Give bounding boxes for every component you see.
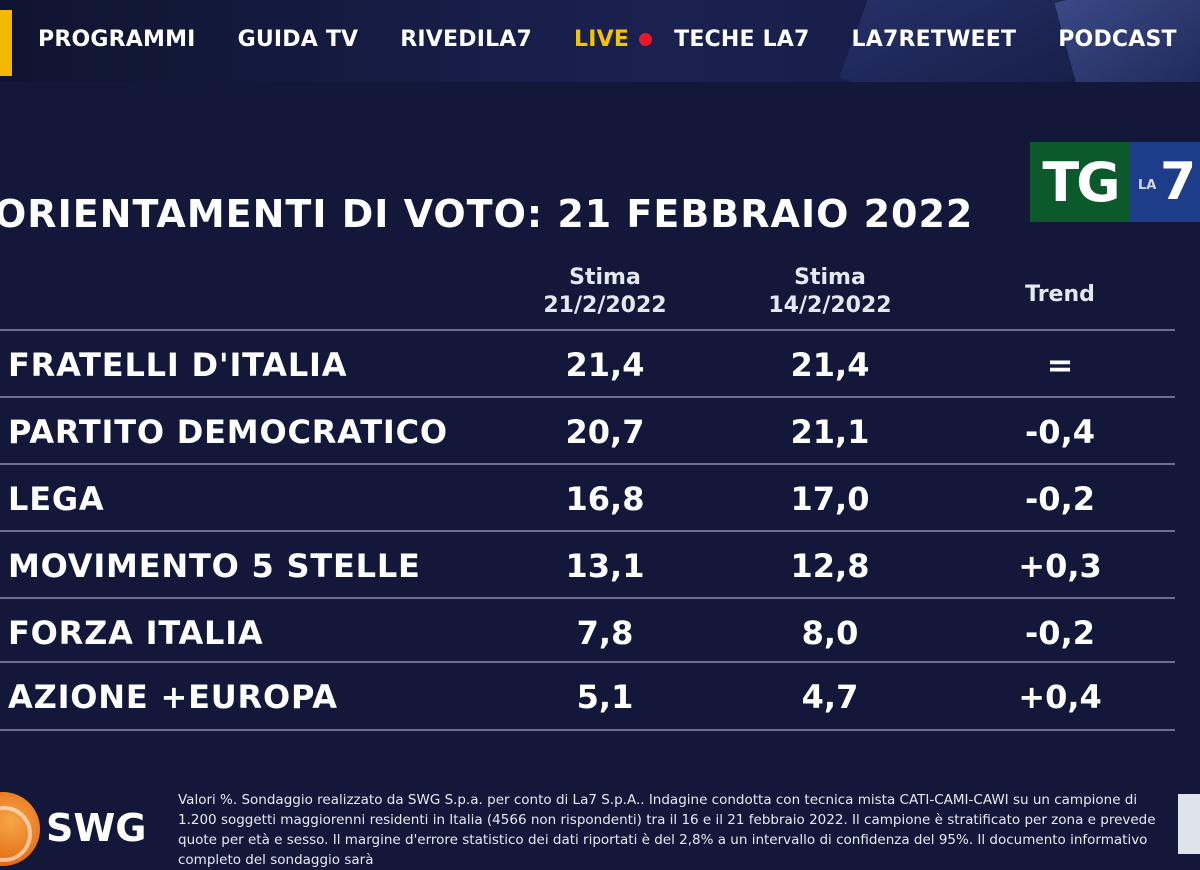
swg-logo-icon bbox=[0, 792, 40, 866]
nav-item-rivedila7[interactable]: RIVEDILA7 bbox=[400, 27, 533, 52]
footer: SWG Valori %. Sondaggio realizzato da SW… bbox=[0, 780, 1200, 868]
table-row: LEGA 16,8 17,0 -0,2 bbox=[0, 466, 1175, 532]
previous-value: 4,7 bbox=[801, 678, 859, 716]
previous-value: 8,0 bbox=[801, 614, 859, 652]
column-header-previous-date: 14/2/2022 bbox=[768, 293, 892, 318]
table-divider bbox=[0, 329, 1175, 331]
trend-value: -0,2 bbox=[1025, 480, 1095, 518]
table-divider bbox=[0, 729, 1175, 731]
current-value: 7,8 bbox=[576, 614, 634, 652]
logo-la: LA bbox=[1138, 178, 1157, 193]
party-name: PARTITO DEMOCRATICO bbox=[8, 413, 448, 451]
previous-value: 12,8 bbox=[790, 547, 870, 585]
current-value: 20,7 bbox=[565, 413, 645, 451]
previous-value: 17,0 bbox=[790, 480, 870, 518]
party-name: FORZA ITALIA bbox=[8, 614, 264, 652]
table-divider bbox=[0, 463, 1175, 465]
nav-item-guida-tv[interactable]: GUIDA TV bbox=[237, 27, 359, 52]
party-name: FRATELLI D'ITALIA bbox=[8, 346, 348, 384]
table-divider bbox=[0, 597, 1175, 599]
trend-value: -0,4 bbox=[1025, 413, 1095, 451]
poll-title: ORIENTAMENTI DI VOTO: 21 FEBBRAIO 2022 bbox=[0, 192, 974, 236]
current-value: 5,1 bbox=[576, 678, 634, 716]
column-header-current-date: 21/2/2022 bbox=[543, 293, 667, 318]
table-divider bbox=[0, 396, 1175, 398]
table-row: FORZA ITALIA 7,8 8,0 -0,2 bbox=[0, 600, 1175, 666]
live-indicator-icon bbox=[639, 33, 653, 46]
top-navigation-bar: PROGRAMMI GUIDA TV RIVEDILA7 LIVE TECHE … bbox=[0, 0, 1200, 82]
nav-item-la7retweet[interactable]: LA7RETWEET bbox=[851, 27, 1017, 52]
table-row: MOVIMENTO 5 STELLE 13,1 12,8 +0,3 bbox=[0, 533, 1175, 599]
current-value: 13,1 bbox=[565, 547, 645, 585]
current-value: 16,8 bbox=[565, 480, 645, 518]
logo-la7: LA 7 bbox=[1130, 142, 1200, 222]
table-divider bbox=[0, 661, 1175, 663]
trend-value: +0,4 bbox=[1018, 678, 1102, 716]
nav-item-teche-la7[interactable]: TECHE LA7 bbox=[674, 27, 810, 52]
current-value: 21,4 bbox=[565, 346, 645, 384]
column-header-previous: Stima 14/2/2022 bbox=[730, 264, 930, 320]
nav-item-programmi[interactable]: PROGRAMMI bbox=[38, 27, 196, 52]
methodology-note: Valori %. Sondaggio realizzato da SWG S.… bbox=[178, 792, 1156, 868]
trend-value: +0,3 bbox=[1018, 547, 1102, 585]
column-header-trend: Trend bbox=[1025, 282, 1095, 307]
nav-menu: PROGRAMMI GUIDA TV RIVEDILA7 LIVE TECHE … bbox=[38, 27, 1177, 52]
table-row: FRATELLI D'ITALIA 21,4 21,4 = bbox=[0, 332, 1175, 398]
party-name: MOVIMENTO 5 STELLE bbox=[8, 547, 421, 585]
party-name: LEGA bbox=[8, 480, 105, 518]
column-header-previous-label: Stima bbox=[794, 265, 866, 290]
swg-brand: SWG bbox=[46, 806, 147, 850]
column-header-current: Stima 21/2/2022 bbox=[505, 264, 705, 320]
party-name: AZIONE +EUROPA bbox=[8, 678, 338, 716]
logo-tg: TG bbox=[1030, 142, 1130, 222]
table-row: AZIONE +EUROPA 5,1 4,7 +0,4 bbox=[0, 664, 1175, 730]
previous-value: 21,4 bbox=[790, 346, 870, 384]
tg-la7-logo: TG LA 7 bbox=[1030, 142, 1200, 222]
nav-item-live[interactable]: LIVE bbox=[574, 27, 630, 52]
column-header-current-label: Stima bbox=[569, 265, 641, 290]
trend-value: -0,2 bbox=[1025, 614, 1095, 652]
logo-seven: 7 bbox=[1160, 152, 1197, 212]
nav-item-podcast[interactable]: PODCAST bbox=[1058, 27, 1177, 52]
watermark-icon bbox=[1178, 794, 1200, 854]
brand-accent-bar bbox=[0, 10, 12, 76]
previous-value: 21,1 bbox=[790, 413, 870, 451]
table-divider bbox=[0, 530, 1175, 532]
table-row: PARTITO DEMOCRATICO 20,7 21,1 -0,4 bbox=[0, 399, 1175, 465]
trend-value: = bbox=[1046, 346, 1074, 384]
